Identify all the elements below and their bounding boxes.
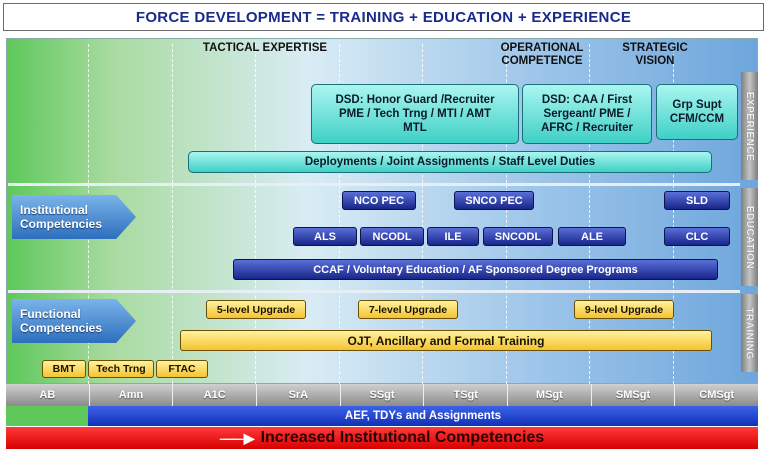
bmt-box: BMT (42, 360, 86, 378)
functional-competencies-arrow: Functional Competencies (12, 299, 136, 343)
grp-supt-box: Grp Supt CFM/CCM (656, 84, 738, 140)
column-divider (589, 44, 590, 384)
sld-box: SLD (664, 191, 730, 210)
arrow-line: Institutional (20, 203, 88, 217)
ncodl-box: NCODL (360, 227, 424, 246)
section-separator (8, 290, 740, 293)
dsd-caa-box: DSD: CAA / First Sergeant/ PME / AFRC / … (522, 84, 652, 144)
box-line: MTL (403, 122, 427, 134)
ile-box: ILE (427, 227, 479, 246)
box-line: Sergeant/ PME / (543, 108, 631, 120)
aef-lead-block (6, 406, 88, 426)
ale-box: ALE (558, 227, 626, 246)
ojt-bar: OJT, Ancillary and Formal Training (180, 330, 712, 351)
rank-sra: SrA (257, 384, 341, 406)
dsd-honor-guard-box: DSD: Honor Guard /Recruiter PME / Tech T… (311, 84, 519, 144)
column-divider (673, 44, 674, 384)
column-divider (339, 44, 340, 384)
header-tactical: TACTICAL EXPERTISE (202, 42, 328, 54)
box-line: AFRC / Recruiter (540, 122, 634, 134)
tech-trng-box: Tech Trng (88, 360, 154, 378)
box-line: Grp Supt (672, 99, 722, 111)
header-operational-line: OPERATIONAL (500, 42, 584, 54)
rank-tsgt: TSgt (424, 384, 509, 406)
diagram-title: FORCE DEVELOPMENT = TRAINING + EDUCATION… (3, 3, 764, 31)
ftac-box: FTAC (156, 360, 208, 378)
section-separator (8, 183, 740, 186)
rank-msgt: MSgt (508, 384, 592, 406)
aef-bar: AEF, TDYs and Assignments (88, 406, 758, 426)
increased-competencies-bar: ——▶ Increased Institutional Competencies (6, 427, 758, 449)
nine-level-upgrade-box: 9-level Upgrade (574, 300, 674, 319)
rank-cmsgt: CMSgt (699, 389, 735, 401)
box-line: CFM/CCM (669, 113, 725, 125)
arrow-line: Competencies (20, 217, 103, 231)
sncodl-box: SNCODL (483, 227, 553, 246)
header-strategic: STRATEGIC VISION (610, 42, 700, 68)
als-box: ALS (293, 227, 357, 246)
column-divider (506, 44, 507, 384)
rank-ab: AB (6, 384, 90, 406)
box-line: DSD: CAA / First (541, 94, 633, 106)
rank-smsgt: SMSgt (592, 384, 676, 406)
side-label-training: TRAINING (741, 294, 758, 372)
arrow-line: Functional (20, 307, 81, 321)
header-strategic-line: VISION (635, 55, 675, 67)
side-label-education: EDUCATION (741, 188, 758, 286)
column-divider (422, 44, 423, 384)
institutional-competencies-arrow: Institutional Competencies (12, 195, 136, 239)
arrow-line: Competencies (20, 321, 103, 335)
increased-competencies-label: Increased Institutional Competencies (260, 429, 545, 446)
snco-pec-box: SNCO PEC (454, 191, 534, 210)
column-divider (172, 44, 173, 384)
clc-box: CLC (664, 227, 730, 246)
header-operational: OPERATIONAL COMPETENCE (484, 42, 600, 68)
column-divider (255, 44, 256, 384)
side-label-experience: EXPERIENCE (741, 72, 758, 180)
nco-pec-box: NCO PEC (342, 191, 416, 210)
rank-amn: Amn (90, 384, 174, 406)
header-strategic-line: STRATEGIC (622, 42, 688, 54)
five-level-upgrade-box: 5-level Upgrade (206, 300, 306, 319)
seven-level-upgrade-box: 7-level Upgrade (358, 300, 458, 319)
deployments-bar: Deployments / Joint Assignments / Staff … (188, 151, 712, 173)
rank-bar: AB Amn A1C SrA SSgt TSgt MSgt SMSgt CMSg… (6, 384, 758, 406)
right-arrow-icon: ——▶ (219, 429, 255, 446)
ccaf-bar: CCAF / Voluntary Education / AF Sponsore… (233, 259, 718, 280)
box-line: PME / Tech Trng / MTI / AMT (338, 108, 492, 120)
rank-ssgt: SSgt (341, 384, 425, 406)
rank-a1c: A1C (173, 384, 258, 406)
header-operational-line: COMPETENCE (501, 55, 583, 67)
box-line: DSD: Honor Guard /Recruiter (335, 94, 495, 106)
